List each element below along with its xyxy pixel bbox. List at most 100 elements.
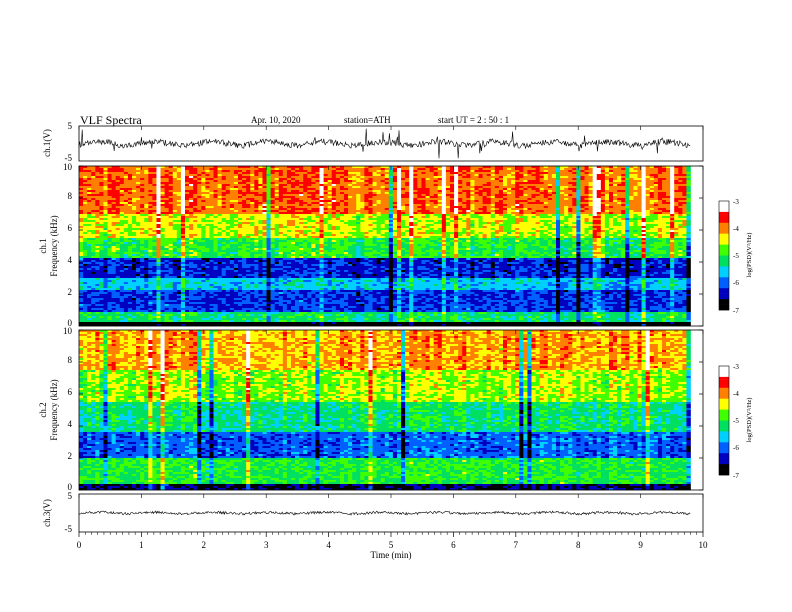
spectrogram-cell bbox=[87, 182, 91, 184]
spectrogram-cell bbox=[267, 290, 271, 292]
spectrogram-cell bbox=[230, 306, 234, 308]
spectrogram-cell bbox=[144, 270, 148, 272]
spectrogram-cell bbox=[311, 278, 315, 280]
spectrogram-cell bbox=[205, 202, 209, 204]
spectrogram-cell bbox=[79, 182, 83, 184]
spectrogram-cell bbox=[291, 228, 295, 230]
spectrogram-cell bbox=[87, 236, 91, 238]
spectrogram-cell bbox=[267, 320, 271, 322]
spectrogram-cell bbox=[197, 274, 201, 276]
spectrogram-cell bbox=[218, 280, 222, 282]
spectrogram-cell bbox=[262, 250, 266, 252]
spectrogram-cell bbox=[189, 280, 193, 282]
spectrogram-cell bbox=[128, 190, 132, 192]
spectrogram-cell bbox=[275, 290, 279, 292]
spectrogram-cell bbox=[226, 186, 230, 188]
spectrogram-cell bbox=[177, 242, 181, 244]
spectrogram-cell bbox=[189, 238, 193, 240]
spectrogram-cell bbox=[116, 256, 120, 258]
spectrogram-cell bbox=[283, 238, 287, 240]
spectrogram-cell bbox=[226, 194, 230, 196]
spectrogram-cell bbox=[124, 174, 128, 176]
spectrogram-cell bbox=[99, 244, 103, 246]
spectrogram-cell bbox=[161, 322, 165, 324]
spectrogram-cell bbox=[128, 266, 132, 268]
spectrogram-cell bbox=[201, 260, 205, 262]
spectrogram-cell bbox=[307, 272, 311, 274]
spectrogram-cell bbox=[189, 228, 193, 230]
spectrogram-cell bbox=[222, 192, 226, 194]
spectrogram-cell bbox=[185, 280, 189, 282]
spectrogram-cell bbox=[295, 190, 299, 192]
spectrogram-cell bbox=[112, 176, 116, 178]
spectrogram-cell bbox=[120, 238, 124, 240]
spectrogram-cell bbox=[83, 252, 87, 254]
spectrogram-cell bbox=[124, 260, 128, 262]
spectrogram-cell bbox=[99, 180, 103, 182]
spectrogram-cell bbox=[124, 206, 128, 208]
spectrogram-cell bbox=[189, 302, 193, 304]
spectrogram-cell bbox=[181, 228, 185, 230]
spectrogram-cell bbox=[189, 220, 193, 222]
spectrogram-cell bbox=[291, 294, 295, 296]
spectrogram-cell bbox=[169, 308, 173, 310]
spectrogram-cell bbox=[303, 238, 307, 240]
spectrogram-cell bbox=[169, 274, 173, 276]
spectrogram-cell bbox=[156, 300, 160, 302]
spectrogram-cell bbox=[332, 214, 336, 216]
spectrogram-cell bbox=[169, 208, 173, 210]
spectrogram-cell bbox=[112, 268, 116, 270]
spectrogram-cell bbox=[295, 208, 299, 210]
spectrogram-cell bbox=[103, 254, 107, 256]
spectrogram-cell bbox=[275, 176, 279, 178]
spectrogram-cell bbox=[279, 216, 283, 218]
spectrogram-cell bbox=[132, 248, 136, 250]
spectrogram-cell bbox=[148, 272, 152, 274]
spectrogram-cell bbox=[291, 178, 295, 180]
spectrogram-cell bbox=[116, 206, 120, 208]
spectrogram-cell bbox=[250, 252, 254, 254]
spectrogram-cell bbox=[222, 190, 226, 192]
spectrogram-cell bbox=[230, 216, 234, 218]
spectrogram-cell bbox=[128, 290, 132, 292]
spectrogram-cell bbox=[152, 174, 156, 176]
spectrogram-cell bbox=[87, 238, 91, 240]
spectrogram-cell bbox=[189, 288, 193, 290]
spectrogram-cell bbox=[242, 232, 246, 234]
spectrogram-cell bbox=[275, 306, 279, 308]
spectrogram-cell bbox=[250, 222, 254, 224]
spectrogram-cell bbox=[315, 230, 319, 232]
spectrogram-cell bbox=[169, 256, 173, 258]
spectrogram-cell bbox=[103, 226, 107, 228]
spectrogram-cell bbox=[250, 218, 254, 220]
spectrogram-cell bbox=[315, 218, 319, 220]
spectrogram-cell bbox=[136, 212, 140, 214]
spectrogram-cell bbox=[156, 310, 160, 312]
spectrogram-cell bbox=[230, 204, 234, 206]
spectrogram-cell bbox=[161, 190, 165, 192]
spectrogram-cell bbox=[246, 204, 250, 206]
spectrogram-cell bbox=[246, 290, 250, 292]
spectrogram-cell bbox=[132, 212, 136, 214]
spectrogram-cell bbox=[218, 322, 222, 324]
spectrogram-cell bbox=[87, 274, 91, 276]
spectrogram-cell bbox=[234, 200, 238, 202]
spectrogram-cell bbox=[108, 188, 112, 190]
spectrogram-cell bbox=[185, 294, 189, 296]
spectrogram-cell bbox=[120, 186, 124, 188]
spectrogram-cell bbox=[108, 284, 112, 286]
spectrogram-cell bbox=[165, 194, 169, 196]
spectrogram-cell bbox=[132, 242, 136, 244]
spectrogram-cell bbox=[103, 316, 107, 318]
spectrogram-cell bbox=[295, 248, 299, 250]
spectrogram-cell bbox=[295, 262, 299, 264]
spectrogram-cell bbox=[254, 298, 258, 300]
spectrogram-cell bbox=[140, 182, 144, 184]
spectrogram-cell bbox=[156, 168, 160, 170]
spectrogram-cell bbox=[87, 322, 91, 324]
spectrogram-cell bbox=[258, 264, 262, 266]
spectrogram-cell bbox=[169, 268, 173, 270]
spectrogram-cell bbox=[116, 210, 120, 212]
spectrogram-cell bbox=[181, 296, 185, 298]
spectrogram-cell bbox=[156, 182, 160, 184]
